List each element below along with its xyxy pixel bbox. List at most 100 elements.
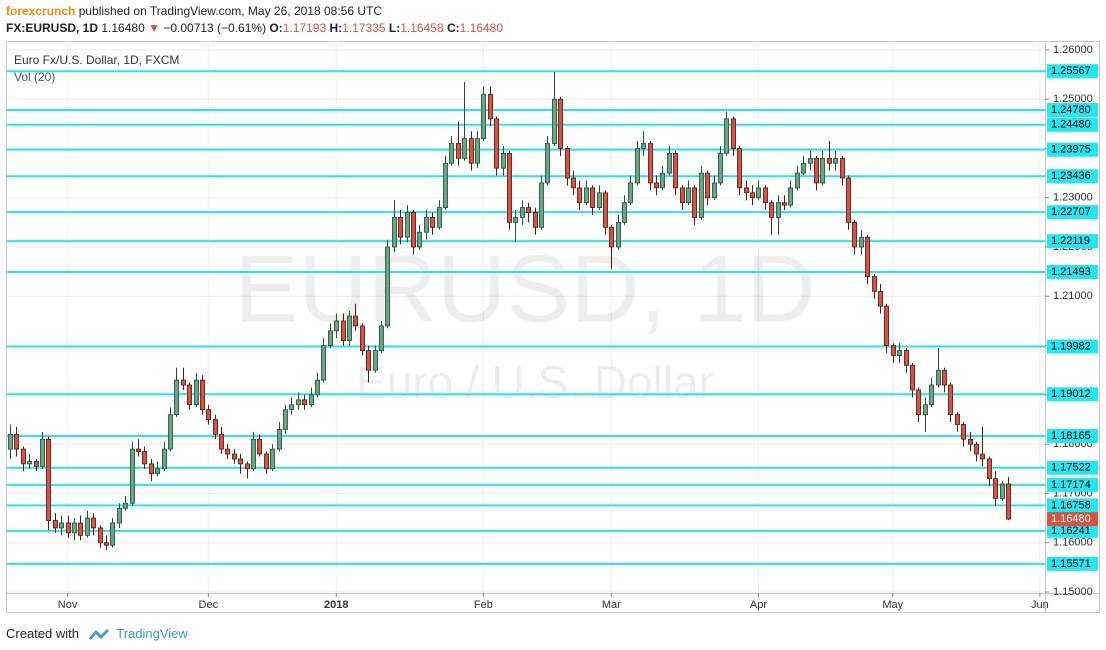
symbol: FX:EURUSD, 1D — [6, 21, 99, 35]
author[interactable]: forexcrunch — [6, 4, 76, 18]
candle-body — [341, 320, 346, 342]
candle-body — [328, 330, 333, 346]
candle-body — [820, 157, 825, 184]
candle-body — [865, 236, 870, 277]
x-tick-label: 2018 — [324, 599, 348, 611]
candle-body — [59, 522, 64, 529]
candle-body — [533, 212, 538, 228]
candle-body — [405, 212, 410, 238]
candle-body — [40, 438, 45, 467]
high-label: H: — [329, 21, 343, 35]
level-label-box — [1047, 234, 1098, 249]
candle-body — [948, 384, 953, 415]
plot — [7, 70, 1045, 565]
candle-body — [257, 438, 262, 455]
candle-body — [648, 143, 653, 184]
level-label-box — [1047, 103, 1098, 118]
level-label: 1.19012 — [1051, 388, 1091, 400]
candle-body — [456, 143, 461, 159]
created-with: Created with — [6, 626, 79, 641]
candle-body — [130, 448, 135, 504]
x-tick-label: Feb — [474, 599, 493, 611]
x-tick-label: Mar — [602, 599, 621, 611]
candle-body — [654, 182, 659, 189]
candle-body — [283, 409, 288, 430]
last: 1.16480 — [101, 21, 145, 35]
candle-body — [763, 187, 768, 204]
level-label-box — [1047, 205, 1098, 220]
candle-body — [513, 217, 518, 223]
last-price-label: 1.16480 — [1051, 513, 1091, 525]
candle-body — [539, 182, 544, 228]
candle-body — [277, 428, 282, 450]
candle-body — [846, 177, 851, 223]
candle-body — [85, 517, 90, 536]
candle-body — [667, 152, 672, 174]
candle-body — [488, 93, 493, 120]
candle-body — [213, 419, 218, 435]
candle-body — [609, 226, 614, 248]
level-label-box — [1047, 387, 1098, 402]
candle-body — [929, 384, 934, 406]
candle-body — [520, 207, 525, 218]
candle-body — [302, 399, 307, 406]
open-label: O: — [269, 21, 283, 35]
level-label-box — [1047, 142, 1098, 157]
level-label: 1.22119 — [1051, 235, 1090, 247]
y-tick-label: 1.23000 — [1053, 192, 1093, 204]
candle-body — [616, 221, 621, 248]
candle-body — [814, 157, 819, 184]
candle-body — [437, 207, 442, 228]
x-tick-label: Jun — [1031, 599, 1049, 611]
level-label-box — [1047, 556, 1098, 571]
candle-body — [936, 369, 941, 386]
candle-body — [660, 172, 665, 189]
level-label-box — [1047, 64, 1098, 79]
candle-body — [769, 202, 774, 218]
candle-body — [750, 192, 755, 199]
arrow: ▼ — [148, 21, 160, 35]
last-price-box — [1047, 512, 1098, 527]
watermark: EURUSD, 1D — [234, 235, 815, 342]
candle-body — [373, 350, 378, 371]
candle-body — [686, 187, 691, 204]
candle-body — [718, 152, 723, 184]
y-tick-label: 1.26000 — [1053, 44, 1093, 56]
candle-body — [366, 350, 371, 371]
candle-body — [968, 438, 973, 445]
candle-body — [46, 438, 51, 521]
level-label-box — [1047, 339, 1098, 354]
price-axis: 1.150001.160001.170001.180001.190001.200… — [58, 44, 1098, 611]
candle-body — [501, 152, 506, 169]
brand-logo — [88, 629, 109, 640]
candle-body — [296, 399, 301, 406]
candle-body — [181, 379, 186, 386]
candle-body — [597, 192, 602, 208]
candle-body — [206, 409, 211, 420]
candle-body — [245, 463, 250, 470]
candle-body — [628, 182, 633, 204]
candle-body — [577, 187, 582, 204]
x-tick-label: Apr — [750, 599, 767, 611]
candle-body — [225, 448, 230, 455]
candle-body — [72, 522, 77, 534]
level-label: 1.17174 — [1051, 479, 1091, 491]
candle-body — [1000, 483, 1005, 499]
candle-body — [53, 520, 58, 529]
level-label: 1.21493 — [1051, 266, 1091, 278]
candle-body — [526, 207, 531, 213]
candle-body — [168, 414, 173, 450]
brand[interactable]: TradingView — [116, 626, 188, 641]
candle-body — [219, 433, 224, 450]
candle-body — [980, 453, 985, 460]
candle-body — [987, 458, 992, 480]
level-label: 1.17522 — [1051, 462, 1091, 474]
candle-body — [801, 162, 806, 174]
candle-body — [98, 527, 103, 544]
candle-body — [974, 443, 979, 455]
y-tick-label: 1.15000 — [1053, 586, 1093, 598]
candle-body — [712, 182, 717, 199]
candle-body — [737, 148, 742, 189]
